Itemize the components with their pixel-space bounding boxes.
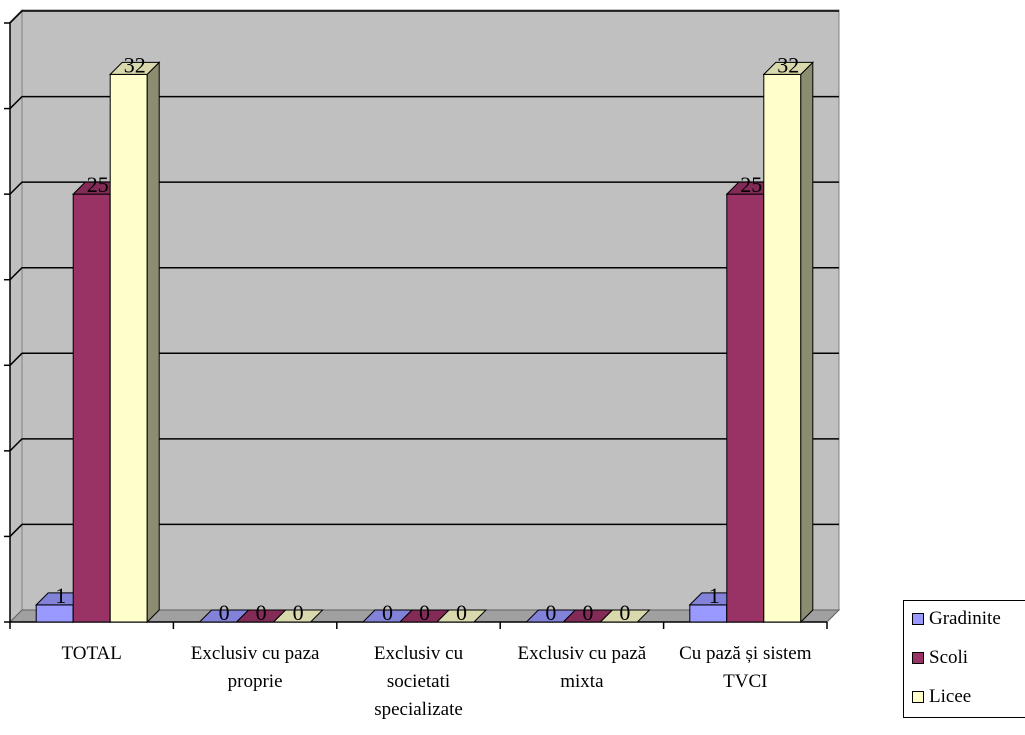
- data-label: 32: [777, 52, 799, 77]
- legend-swatch-0: [912, 613, 924, 625]
- gridline: [9, 95, 839, 110]
- bar-top: [599, 609, 651, 623]
- data-label: 25: [740, 172, 762, 197]
- bar-top: [108, 61, 161, 75]
- data-label: 1: [709, 583, 720, 608]
- data-label: 0: [582, 600, 593, 625]
- data-label: 0: [293, 600, 304, 625]
- gridline: [9, 438, 839, 452]
- data-labels: 1 25 32 0 0 0 0 0 0 0 0 0 1 25 32: [55, 52, 799, 625]
- data-label: 32: [124, 52, 146, 77]
- data-label: 0: [619, 600, 630, 625]
- legend-item-2: Licee: [912, 684, 971, 710]
- bar-top: [762, 61, 815, 75]
- gridline: [9, 181, 839, 195]
- bar-3-2: [599, 609, 651, 623]
- data-label: 0: [456, 600, 467, 625]
- bar-front: [726, 193, 765, 623]
- legend: Gradinite Scoli Licee: [903, 600, 1025, 718]
- gridline: [9, 10, 839, 24]
- legend-swatch-1: [912, 652, 924, 664]
- x-axis-label: TOTAL: [61, 643, 122, 664]
- bar-front: [72, 193, 111, 623]
- data-label: 0: [219, 600, 230, 625]
- bar-side: [800, 61, 814, 624]
- legend-label-2: Licee: [929, 686, 972, 707]
- legend-label-1: Scoli: [929, 647, 969, 668]
- bar-top: [272, 609, 324, 623]
- bar-front: [109, 73, 148, 623]
- legend-label-0: Gradinite: [929, 608, 1001, 629]
- gridline: [9, 523, 839, 537]
- legend-item-1: Scoli: [912, 645, 968, 671]
- data-label: 1: [55, 583, 66, 608]
- bar-side: [146, 61, 160, 624]
- data-label: 0: [256, 600, 267, 625]
- data-label: 0: [545, 600, 556, 625]
- bar-1-2: [272, 609, 324, 623]
- bar-top: [435, 609, 488, 623]
- data-label: 0: [419, 600, 430, 625]
- bars: [34, 61, 815, 624]
- bar-front: [763, 73, 802, 623]
- data-label: 0: [382, 600, 393, 625]
- gridline: [9, 352, 839, 366]
- gridline: [9, 266, 839, 281]
- bar-2-2: [435, 609, 488, 623]
- x-axis-label: Exclusiv cu societati specializate: [373, 643, 464, 720]
- x-axis-label: Exclusiv cu paza proprie: [190, 643, 320, 692]
- data-label: 25: [87, 172, 109, 197]
- x-axis-label: Exclusiv cu pază mixta: [517, 643, 647, 692]
- legend-swatch-2: [912, 691, 924, 703]
- x-axis-label: Cu pază și sistem TVCI: [679, 643, 812, 692]
- bar-0-2: [108, 61, 161, 624]
- bar-4-2: [762, 61, 815, 624]
- legend-item-0: Gradinite: [912, 606, 1001, 632]
